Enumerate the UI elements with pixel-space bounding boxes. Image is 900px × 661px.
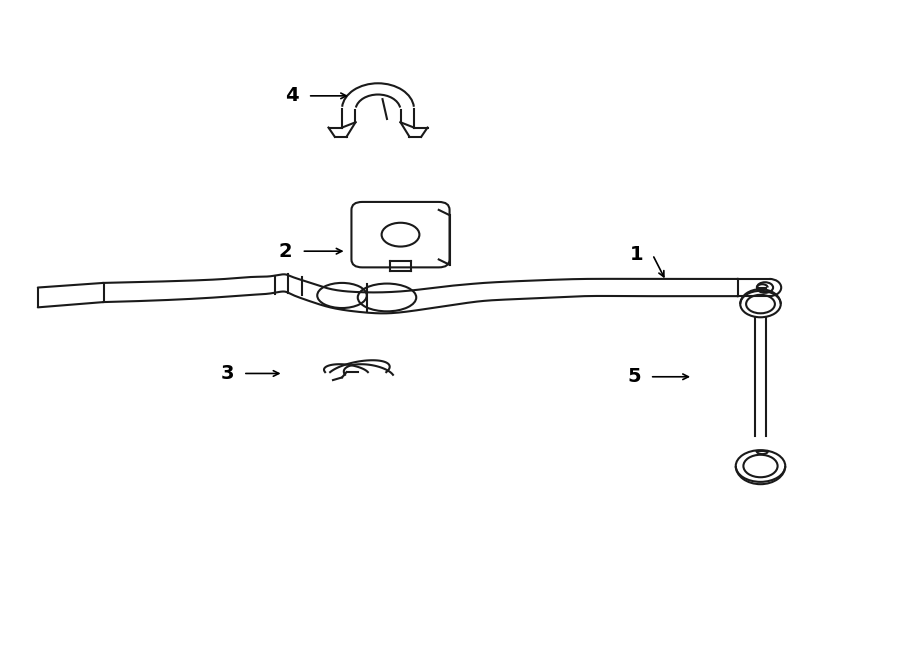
Text: 5: 5 xyxy=(627,368,641,386)
Text: 3: 3 xyxy=(220,364,234,383)
Text: 1: 1 xyxy=(630,245,644,264)
Text: 4: 4 xyxy=(285,87,299,105)
Text: 2: 2 xyxy=(279,242,292,260)
